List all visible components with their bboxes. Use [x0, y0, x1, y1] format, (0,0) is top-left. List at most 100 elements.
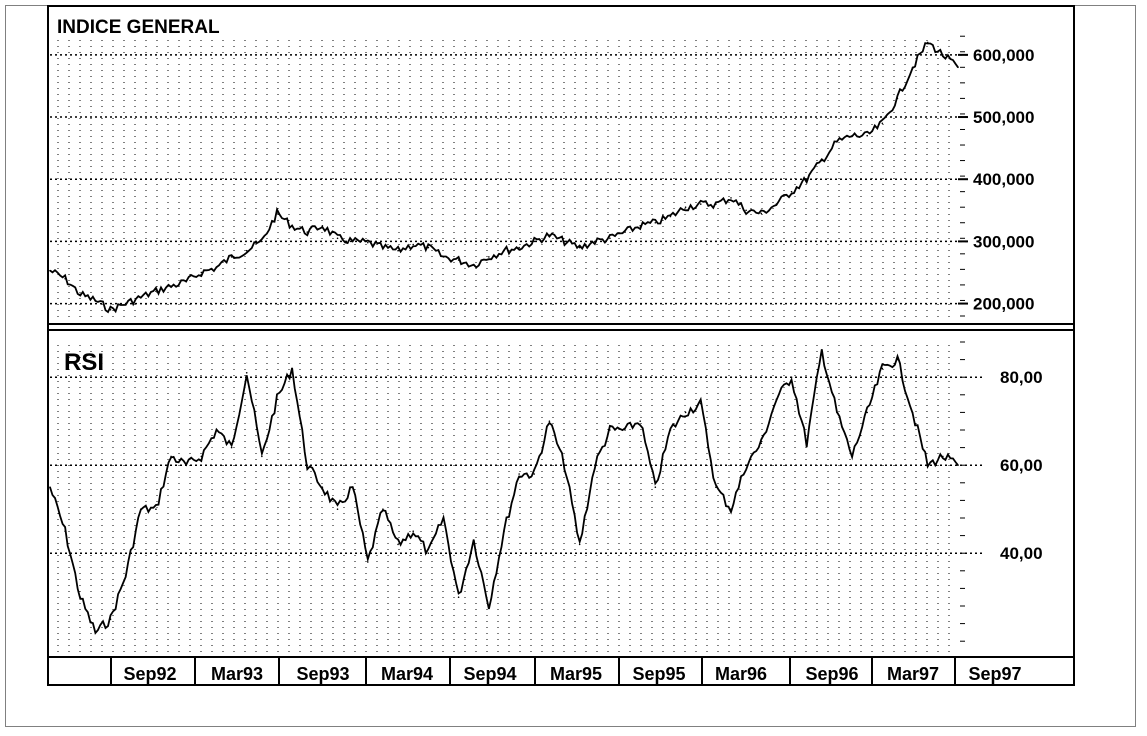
date-tick-label: Mar94 — [381, 664, 433, 684]
rsi-line-point — [563, 464, 566, 467]
price-line-point — [261, 240, 263, 243]
price-line-point — [926, 41, 929, 44]
rsi-line-point — [79, 596, 82, 598]
price-line-point — [911, 66, 914, 69]
price-line-point — [170, 285, 172, 287]
price-line-point — [488, 256, 490, 258]
price-line-point — [699, 203, 702, 205]
rsi-line-point — [624, 429, 626, 431]
price-line-point — [805, 178, 808, 181]
price-series — [49, 41, 959, 314]
price-line-point — [321, 225, 324, 227]
rsi-line-point — [957, 464, 959, 467]
price-line-point — [140, 296, 142, 299]
price-line-point — [49, 269, 51, 272]
rsi-line-point — [911, 411, 914, 414]
rsi-line-point — [185, 464, 187, 467]
rsi-line-point — [609, 429, 611, 431]
price-line-point — [715, 203, 717, 205]
date-tick-label: Sep94 — [463, 664, 516, 684]
rsi-line-point — [836, 411, 838, 414]
rsi-line-point — [533, 473, 536, 475]
rsi-line-point — [49, 486, 51, 489]
rsi-line-point — [926, 464, 929, 467]
price-line-point — [351, 240, 354, 243]
rsi-line-point — [261, 455, 263, 458]
price-line-point — [472, 264, 475, 266]
price-line-point — [957, 66, 959, 69]
rsi-line-point — [306, 464, 309, 467]
price-line-point — [760, 212, 763, 215]
rsi-line-point — [775, 398, 778, 401]
price-line-point — [397, 249, 399, 252]
price-line-point — [639, 225, 641, 227]
rsi-line-point — [669, 429, 672, 431]
rsi-gridlines — [50, 345, 985, 652]
price-line-point — [64, 277, 66, 280]
rsi-line-point — [503, 530, 505, 532]
rsi-line-point — [230, 446, 233, 449]
price-line-point — [942, 54, 944, 56]
price-line-point — [518, 246, 520, 249]
price-line-point — [155, 290, 157, 292]
price-line — [49, 42, 959, 314]
rsi-line-point — [382, 508, 384, 511]
rsi-line-point — [291, 367, 293, 370]
rsi-line-point — [730, 508, 732, 511]
price-line-point — [427, 246, 430, 249]
date-tick-label: Sep96 — [805, 664, 858, 684]
rsi-line-point — [594, 464, 596, 467]
rsi-line-point — [548, 420, 551, 423]
price-line-point — [881, 122, 884, 125]
price-y-tick-label: 600,000 — [973, 46, 1034, 65]
price-line-point — [442, 256, 445, 258]
rsi-y-tick-label: 40,00 — [1000, 544, 1043, 563]
price-line-point — [533, 240, 536, 243]
rsi-line — [49, 349, 959, 635]
rsi-line-point — [351, 486, 354, 489]
rsi-line-point — [715, 486, 717, 489]
rsi-line-point — [790, 376, 793, 379]
price-gridlines — [50, 40, 970, 318]
price-y-tick-label: 300,000 — [973, 232, 1034, 251]
rsi-y-tick-label: 80,00 — [1000, 368, 1043, 387]
rsi-line-point — [942, 455, 944, 458]
rsi-line-point — [124, 574, 127, 576]
price-line-point — [609, 237, 611, 240]
price-line-point — [548, 234, 551, 236]
rsi-line-point — [245, 372, 248, 374]
price-panel-title: INDICE GENERAL — [57, 17, 220, 38]
price-line-point — [79, 293, 82, 296]
price-line-point — [866, 134, 868, 137]
price-line-point — [382, 246, 384, 249]
rsi-line-point — [215, 429, 218, 431]
price-line-point — [245, 249, 248, 252]
rsi-line-point — [367, 561, 369, 563]
price-line-point — [730, 197, 732, 199]
price-line-point — [503, 249, 505, 252]
price-y-tick-label: 400,000 — [973, 170, 1034, 189]
rsi-line-point — [140, 508, 142, 511]
price-line-point — [230, 256, 233, 258]
price-line-point — [594, 240, 596, 243]
price-line-point — [836, 141, 838, 143]
rsi-line-point — [170, 455, 172, 458]
price-line-point — [578, 246, 581, 249]
price-line-point — [94, 299, 97, 302]
price-line-point — [654, 221, 657, 224]
price-line-point — [367, 241, 369, 244]
rsi-line-point — [321, 486, 324, 489]
price-line-point — [851, 134, 853, 137]
rsi-line-point — [684, 411, 687, 414]
chart-frame — [47, 5, 1075, 686]
date-tick-label: Mar95 — [550, 664, 602, 684]
price-line-point — [200, 271, 203, 274]
price-line-point — [684, 206, 687, 208]
rsi-line-point — [866, 411, 868, 414]
rsi-line-point — [427, 552, 430, 554]
rsi-line-point — [488, 605, 490, 607]
price-line-point — [185, 281, 187, 283]
rsi-line-point — [881, 367, 884, 370]
rsi-line-point — [155, 508, 157, 511]
price-y-axis: 200,000 300,000 400,000 500,000 600,000 — [958, 35, 1034, 317]
